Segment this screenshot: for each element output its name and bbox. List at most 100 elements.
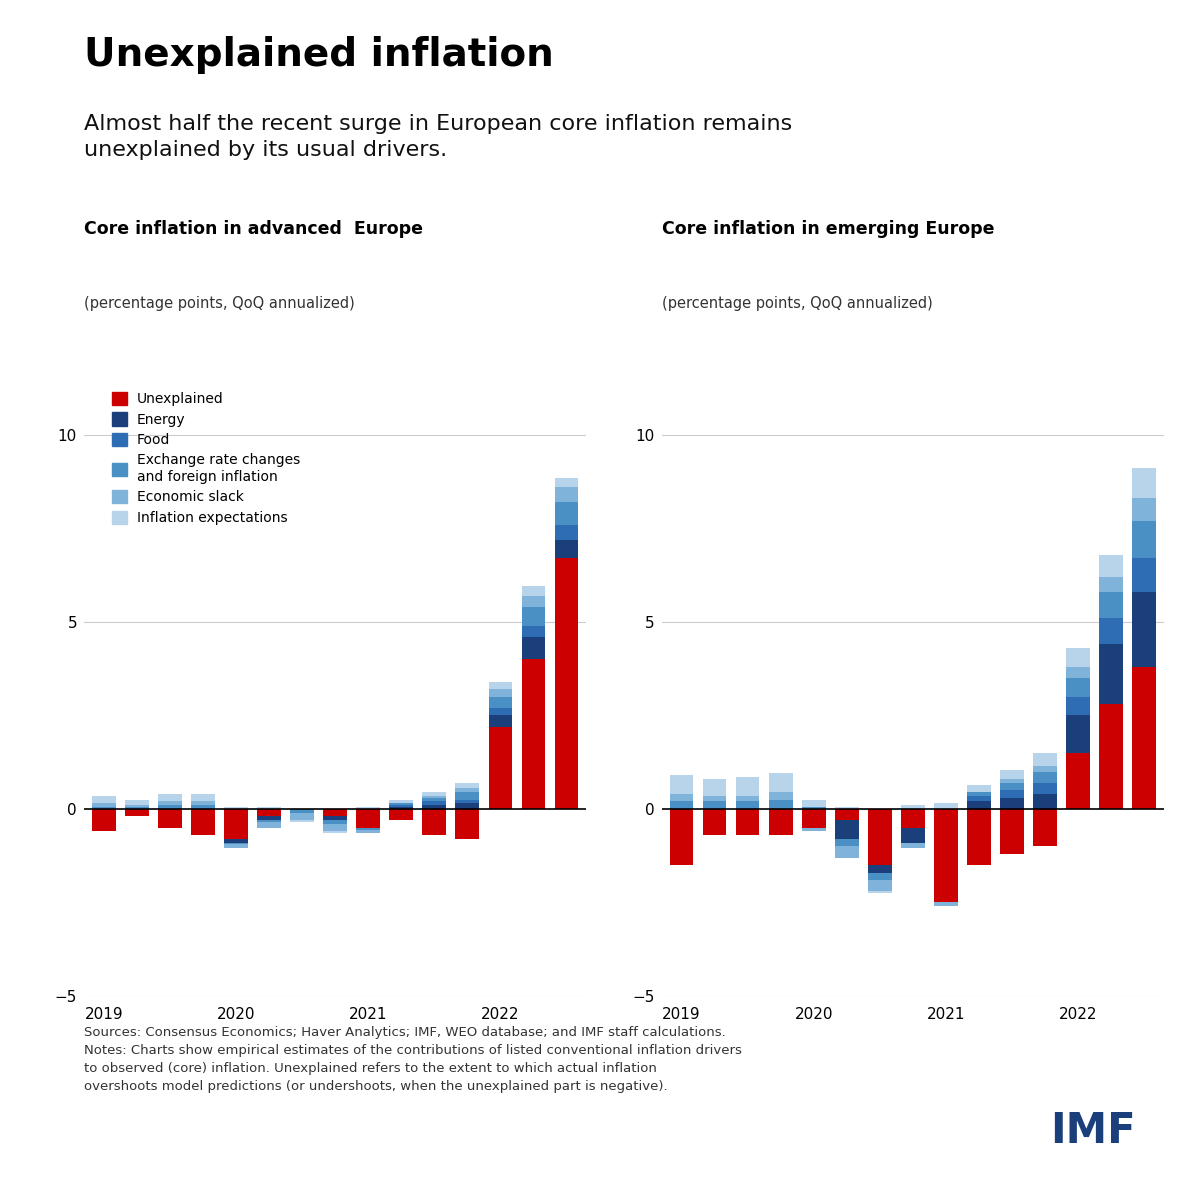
Bar <box>835 820 859 839</box>
Bar <box>158 794 182 802</box>
Bar <box>1066 667 1090 678</box>
Bar <box>967 809 991 865</box>
Bar <box>1099 577 1123 592</box>
Bar <box>1000 798 1024 809</box>
Bar <box>158 802 182 805</box>
Bar <box>901 809 925 828</box>
Bar <box>554 502 578 524</box>
Bar <box>125 805 149 808</box>
Bar <box>835 839 859 846</box>
Bar <box>1033 752 1057 766</box>
Bar <box>323 809 347 816</box>
Bar <box>456 809 479 839</box>
Bar <box>1000 791 1024 798</box>
Bar <box>488 727 512 809</box>
Bar <box>769 809 792 835</box>
Text: Sources: Consensus Economics; Haver Analytics; IMF, WEO database; and IMF staff : Sources: Consensus Economics; Haver Anal… <box>84 1026 742 1093</box>
Bar <box>522 659 545 809</box>
Bar <box>769 799 792 809</box>
Bar <box>802 809 826 828</box>
Bar <box>868 809 892 865</box>
Bar <box>290 809 314 812</box>
Bar <box>224 845 248 848</box>
Bar <box>1066 678 1090 697</box>
Bar <box>389 803 413 805</box>
Bar <box>456 792 479 799</box>
Bar <box>224 808 248 809</box>
Legend: Unexplained, Energy, Food, Exchange rate changes
and foreign inflation, Economic: Unexplained, Energy, Food, Exchange rate… <box>106 386 305 530</box>
Bar <box>323 820 347 824</box>
Bar <box>554 558 578 809</box>
Bar <box>356 808 380 809</box>
Bar <box>125 809 149 816</box>
Bar <box>554 524 578 540</box>
Bar <box>769 792 792 799</box>
Bar <box>868 872 892 880</box>
Bar <box>257 809 281 816</box>
Bar <box>1066 752 1090 809</box>
Bar <box>257 820 281 822</box>
Bar <box>670 802 694 809</box>
Bar <box>967 785 991 792</box>
Bar <box>422 792 446 796</box>
Text: Almost half the recent surge in European core inflation remains
unexplained by i: Almost half the recent surge in European… <box>84 114 792 161</box>
Bar <box>769 773 792 792</box>
Bar <box>835 809 859 820</box>
Bar <box>488 682 512 689</box>
Bar <box>1133 558 1156 592</box>
Bar <box>488 715 512 727</box>
Bar <box>522 625 545 637</box>
Text: (percentage points, QoQ annualized): (percentage points, QoQ annualized) <box>661 296 932 311</box>
Bar <box>257 822 281 828</box>
Bar <box>389 808 413 809</box>
Bar <box>356 829 380 833</box>
Bar <box>835 808 859 809</box>
Bar <box>670 794 694 802</box>
Bar <box>488 689 512 697</box>
Bar <box>1000 782 1024 791</box>
Bar <box>1066 715 1090 752</box>
Bar <box>1033 794 1057 809</box>
Bar <box>554 478 578 487</box>
Bar <box>1133 667 1156 809</box>
Bar <box>703 802 726 809</box>
Bar <box>1133 498 1156 521</box>
Bar <box>356 809 380 828</box>
Bar <box>488 708 512 715</box>
Bar <box>92 808 115 809</box>
Bar <box>967 792 991 796</box>
Bar <box>422 805 446 809</box>
Bar <box>1099 704 1123 809</box>
Bar <box>1133 468 1156 498</box>
Bar <box>290 812 314 820</box>
Bar <box>934 803 958 809</box>
Bar <box>488 697 512 708</box>
Bar <box>802 799 826 808</box>
Bar <box>868 892 892 893</box>
Bar <box>224 842 248 845</box>
Bar <box>323 832 347 833</box>
Bar <box>257 808 281 809</box>
Bar <box>290 820 314 822</box>
Bar <box>522 637 545 659</box>
Bar <box>456 803 479 809</box>
Bar <box>191 809 215 835</box>
Bar <box>835 846 859 858</box>
Bar <box>1133 521 1156 558</box>
Bar <box>257 816 281 820</box>
Bar <box>191 805 215 809</box>
Bar <box>422 809 446 835</box>
Bar <box>736 802 760 809</box>
Bar <box>1099 592 1123 618</box>
Text: Unexplained inflation: Unexplained inflation <box>84 36 553 74</box>
Bar <box>422 798 446 802</box>
Bar <box>456 788 479 792</box>
Bar <box>158 809 182 828</box>
Bar <box>736 796 760 802</box>
Bar <box>389 809 413 820</box>
Text: (percentage points, QoQ annualized): (percentage points, QoQ annualized) <box>84 296 355 311</box>
Bar <box>901 828 925 842</box>
Bar <box>522 595 545 607</box>
Bar <box>522 607 545 625</box>
Bar <box>1033 782 1057 794</box>
